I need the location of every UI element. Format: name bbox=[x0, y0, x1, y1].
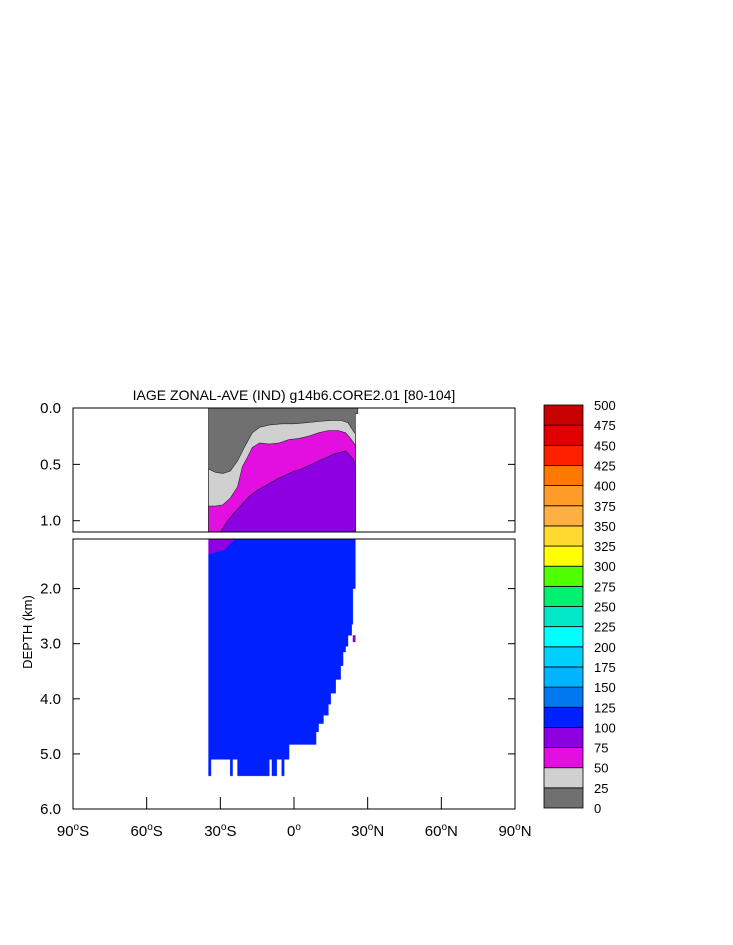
colorbar-swatch-50 bbox=[543, 747, 584, 769]
colorbar: 0 25 50 75 100 125 150 175 200 225 250 275 300 325 350… bbox=[543, 398, 616, 816]
colorbar-label: 75 bbox=[594, 741, 608, 756]
x-tick-label: 0o bbox=[287, 822, 301, 840]
upper-panel-frame bbox=[72, 407, 516, 533]
colorbar-label: 125 bbox=[594, 700, 616, 715]
colorbar-swatch-350 bbox=[543, 505, 584, 527]
x-axis-ticks: 90oS 60oS 30oS 0o 30oN 60oN 90oN bbox=[57, 797, 532, 840]
x-tick-label: 60oS bbox=[131, 822, 163, 840]
colorbar-swatch-475 bbox=[543, 404, 584, 426]
colorbar-swatch-175 bbox=[543, 646, 584, 668]
colorbar-label: 100 bbox=[594, 720, 616, 735]
x-tick-label: 90oN bbox=[498, 822, 531, 840]
x-tick-label: 60oN bbox=[425, 822, 458, 840]
colorbar-swatch-425 bbox=[543, 444, 584, 466]
colorbar-label: 450 bbox=[594, 438, 616, 453]
y-tick-label: 1.0 bbox=[40, 513, 61, 530]
colorbar-swatch-100 bbox=[543, 706, 584, 728]
colorbar-label: 400 bbox=[594, 479, 616, 494]
colorbar-swatch-125 bbox=[543, 686, 584, 708]
colorbar-swatch-375 bbox=[543, 485, 584, 507]
y-tick-label: 3.0 bbox=[40, 636, 61, 653]
colorbar-swatch-400 bbox=[543, 465, 584, 487]
colorbar-label: 300 bbox=[594, 559, 616, 574]
y-tick-label: 6.0 bbox=[40, 801, 61, 818]
colorbar-swatch-150 bbox=[543, 666, 584, 688]
y-tick-label: 2.0 bbox=[40, 581, 61, 598]
colorbar-label: 475 bbox=[594, 418, 616, 433]
colorbar-swatch-75 bbox=[543, 727, 584, 748]
colorbar-swatch-225 bbox=[543, 606, 584, 628]
colorbar-label: 0 bbox=[594, 801, 601, 816]
y-tick-label: 5.0 bbox=[40, 746, 61, 763]
x-tick-label: 30oN bbox=[351, 822, 384, 840]
x-tick-label: 30oS bbox=[204, 822, 236, 840]
y-tick-label: 0.0 bbox=[40, 400, 61, 417]
colorbar-label: 50 bbox=[594, 761, 608, 776]
colorbar-label: 200 bbox=[594, 640, 616, 655]
colorbar-swatch-25 bbox=[543, 767, 584, 789]
chart-title: IAGE ZONAL-AVE (IND) g14b6.CORE2.01 [80-… bbox=[133, 387, 456, 403]
x-tick-label: 90oS bbox=[57, 822, 89, 840]
colorbar-swatch-300 bbox=[543, 545, 584, 567]
y-axis-ticks: 0.0 0.5 1.0 2.0 3.0 4.0 5.0 6.0 bbox=[40, 400, 515, 818]
upper-panel-bands bbox=[208, 407, 359, 533]
colorbar-swatch-200 bbox=[543, 626, 584, 648]
colorbar-swatch-250 bbox=[543, 585, 584, 607]
colorbar-label: 375 bbox=[594, 499, 616, 514]
colorbar-swatch-450 bbox=[543, 424, 584, 446]
colorbar-label: 350 bbox=[594, 519, 616, 534]
colorbar-label: 275 bbox=[594, 579, 616, 594]
colorbar-label: 425 bbox=[594, 459, 616, 474]
colorbar-label: 325 bbox=[594, 539, 616, 554]
colorbar-label: 250 bbox=[594, 600, 616, 615]
contour-band-75-100-upper-3 bbox=[208, 450, 356, 533]
colorbar-label: 500 bbox=[594, 398, 616, 413]
colorbar-swatch-275 bbox=[543, 565, 584, 587]
contour-band-75-100-lower-6 bbox=[352, 635, 356, 643]
colorbar-label: 225 bbox=[594, 620, 616, 635]
colorbar-swatch-0 bbox=[543, 787, 584, 809]
y-axis-label: DEPTH (km) bbox=[20, 595, 35, 669]
lower-panel-bands bbox=[208, 538, 356, 777]
colorbar-swatch-325 bbox=[543, 525, 584, 547]
y-tick-label: 4.0 bbox=[40, 691, 61, 708]
contour-band-100-125-lower-5 bbox=[208, 538, 356, 777]
colorbar-label: 175 bbox=[594, 660, 616, 675]
y-tick-label: 0.5 bbox=[40, 456, 61, 473]
colorbar-label: 150 bbox=[594, 680, 616, 695]
colorbar-label: 25 bbox=[594, 781, 608, 796]
